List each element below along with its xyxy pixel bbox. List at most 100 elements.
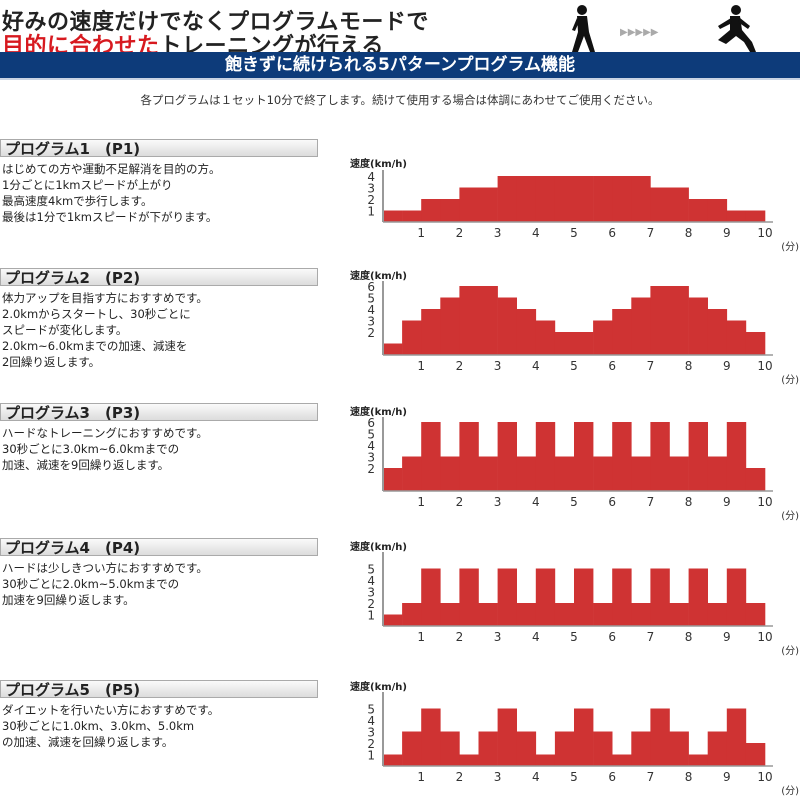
- speed-bar: [593, 176, 613, 222]
- speed-bar: [383, 614, 403, 626]
- description-line: 2.0kmからスタートし、30秒ごとに: [2, 307, 191, 321]
- speed-bar: [669, 286, 689, 355]
- x-tick-label: 5: [570, 630, 578, 644]
- speed-bar: [554, 176, 575, 222]
- y-tick-label: 5: [367, 428, 375, 442]
- y-tick-label: 4: [367, 170, 375, 184]
- x-tick-label: 2: [456, 495, 464, 509]
- speed-bar: [593, 731, 613, 766]
- description-line: ダイエットを行いたい方におすすめです。: [2, 703, 220, 717]
- x-tick-label: 9: [723, 630, 731, 644]
- y-tick-label: 4: [367, 574, 375, 588]
- speed-bar: [612, 309, 632, 355]
- speed-bar: [554, 332, 575, 355]
- x-tick-label: 7: [647, 770, 655, 784]
- description-line: 体力アップを目指す方におすすめです。: [2, 291, 208, 305]
- x-tick-label: 3: [494, 226, 502, 240]
- description-line: ハードなトレーニングにおすすめです。: [2, 426, 208, 440]
- description-line: ハードは少しきつい方におすすめです。: [2, 561, 208, 575]
- speed-bar: [459, 286, 479, 355]
- speed-bar: [650, 286, 670, 355]
- speed-bar: [612, 754, 632, 766]
- x-tick-label: 1: [417, 630, 425, 644]
- speed-bar: [497, 422, 517, 491]
- y-tick-label: 1: [367, 749, 375, 763]
- x-tick-label: 1: [417, 359, 425, 373]
- x-tick-label: 6: [608, 495, 616, 509]
- speed-bar: [574, 332, 594, 355]
- speed-bar: [440, 731, 460, 766]
- x-tick-label: 6: [608, 359, 616, 373]
- x-tick-label: 7: [647, 226, 655, 240]
- speed-bar: [707, 603, 728, 626]
- speed-bar: [440, 456, 460, 491]
- x-tick-label: 4: [532, 359, 540, 373]
- y-tick-label: 2: [367, 597, 375, 611]
- y-tick-label: 3: [367, 451, 375, 465]
- program-header-p2: プログラム2 (P2): [0, 268, 318, 287]
- speed-bar: [726, 320, 747, 355]
- speed-bar: [497, 176, 517, 222]
- description-line: 最高速度4kmで歩行します。: [2, 194, 153, 208]
- speed-bar: [516, 456, 537, 491]
- program-description: はじめての方や運動不足解消を目的の方。 1分ごとに1kmスピードが上がり 最高速度4…: [2, 161, 342, 225]
- speed-bar: [402, 603, 422, 626]
- x-axis-unit: (分): [781, 785, 799, 797]
- speed-bar: [688, 754, 708, 766]
- description-line: スピードが変化します。: [2, 323, 128, 337]
- progress-arrows: ▶▶▶▶▶: [620, 27, 659, 38]
- speed-bar: [631, 603, 651, 626]
- headline-line1: 好みの速度だけでなくプログラムモードで: [2, 10, 429, 35]
- x-tick-label: 4: [532, 495, 540, 509]
- x-tick-label: 2: [456, 226, 464, 240]
- x-tick-label: 7: [647, 495, 655, 509]
- speed-bar: [459, 422, 479, 491]
- speed-bar: [402, 320, 422, 355]
- x-tick-label: 2: [456, 359, 464, 373]
- speed-bar: [459, 568, 479, 626]
- y-tick-label: 6: [367, 416, 375, 430]
- speed-bar: [516, 603, 537, 626]
- y-tick-label: 5: [367, 292, 375, 306]
- program-description: ハードは少しきつい方におすすめです。 30秒ごとに2.0km~5.0kmまでの 加速…: [2, 560, 342, 608]
- chart-ylabel: 速度(km/h): [350, 159, 407, 170]
- speed-bar: [707, 309, 728, 355]
- speed-bar: [726, 708, 747, 766]
- speed-bar: [612, 176, 632, 222]
- x-tick-label: 10: [757, 495, 772, 509]
- y-tick-label: 1: [367, 205, 375, 219]
- speed-bar: [478, 603, 498, 626]
- speed-bar: [745, 603, 766, 626]
- chart-ylabel: 速度(km/h): [350, 407, 407, 418]
- speed-bar: [707, 456, 728, 491]
- y-tick-label: 2: [367, 326, 375, 340]
- x-tick-label: 6: [608, 630, 616, 644]
- x-tick-label: 1: [417, 770, 425, 784]
- speed-bar: [688, 422, 708, 491]
- speed-bar: [554, 731, 575, 766]
- speed-bar: [574, 422, 594, 491]
- x-tick-label: 7: [647, 359, 655, 373]
- speed-bar: [421, 199, 441, 222]
- speed-bar: [726, 568, 747, 626]
- description-line: 30秒ごとに3.0km~6.0kmまでの: [2, 442, 180, 456]
- x-tick-label: 3: [494, 770, 502, 784]
- speed-bar: [535, 568, 556, 626]
- description-line: 最後は1分で1kmスピードが下がります。: [2, 210, 218, 224]
- speed-bar: [478, 286, 498, 355]
- speed-bar: [688, 199, 708, 222]
- speed-bar: [497, 297, 517, 355]
- x-tick-label: 9: [723, 770, 731, 784]
- speed-bar: [421, 708, 441, 766]
- x-tick-label: 9: [723, 226, 731, 240]
- y-tick-label: 2: [367, 737, 375, 751]
- program-description: ダイエットを行いたい方におすすめです。 30秒ごとに1.0km、3.0km、5.0…: [2, 702, 342, 750]
- program-header-p4: プログラム4 (P4): [0, 538, 318, 557]
- description-line: の加速、減速を回繰り返します。: [2, 735, 174, 749]
- speed-bar: [478, 456, 498, 491]
- x-tick-label: 1: [417, 495, 425, 509]
- description-line: 30秒ごとに1.0km、3.0km、5.0km: [2, 719, 195, 733]
